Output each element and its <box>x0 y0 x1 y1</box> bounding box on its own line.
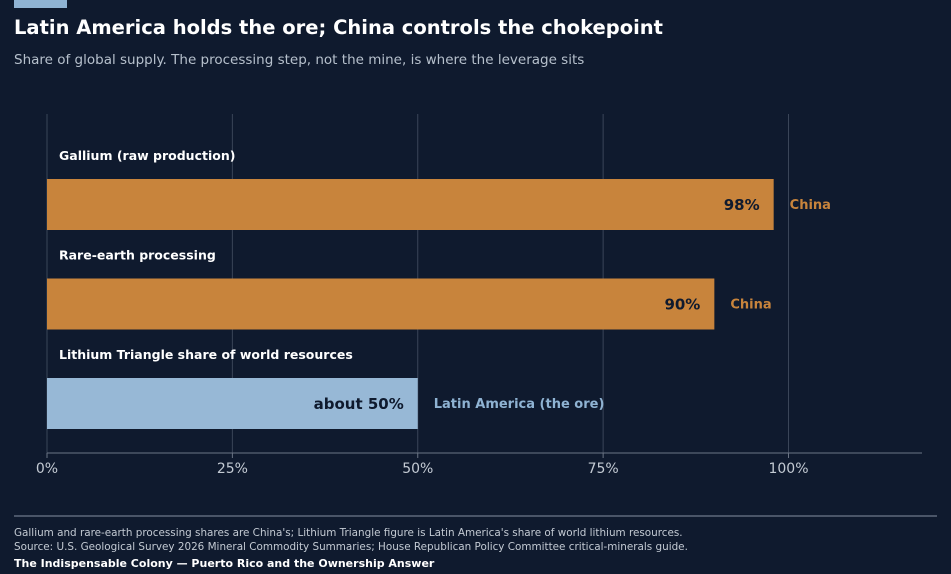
bar-value-label: 90% <box>664 296 700 314</box>
bar <box>47 179 774 230</box>
bar <box>47 378 418 429</box>
category-label: Rare-earth processing <box>59 248 216 263</box>
bar-value-label: about 50% <box>314 395 404 413</box>
source-note: Gallium and rare-earth processing shares… <box>14 527 688 553</box>
chart-title: Latin America holds the ore; China contr… <box>14 16 663 39</box>
x-tick-label: 75% <box>588 461 619 477</box>
accent-bar <box>14 0 67 8</box>
category-label: Gallium (raw production) <box>59 148 235 163</box>
publication-credit: The Indispensable Colony — Puerto Rico a… <box>14 557 435 570</box>
bar-chart: 0% 25% 50% 75% 100% Gallium (raw production) 9… <box>36 114 922 477</box>
category-label: Lithium Triangle share of world resource… <box>59 347 353 362</box>
x-tick-label: 25% <box>217 461 248 477</box>
bar-value-label: 98% <box>724 196 760 214</box>
chart-subtitle: Share of global supply. The processing s… <box>14 52 585 68</box>
footer-divider <box>14 515 937 517</box>
x-tick-label: 0% <box>36 461 58 477</box>
holder-label: China <box>790 198 831 213</box>
holder-label: Latin America (the ore) <box>434 397 605 412</box>
holder-label: China <box>730 298 771 313</box>
bar <box>47 278 715 330</box>
x-tick-label: 100% <box>768 461 808 477</box>
x-tick-label: 50% <box>402 461 433 477</box>
